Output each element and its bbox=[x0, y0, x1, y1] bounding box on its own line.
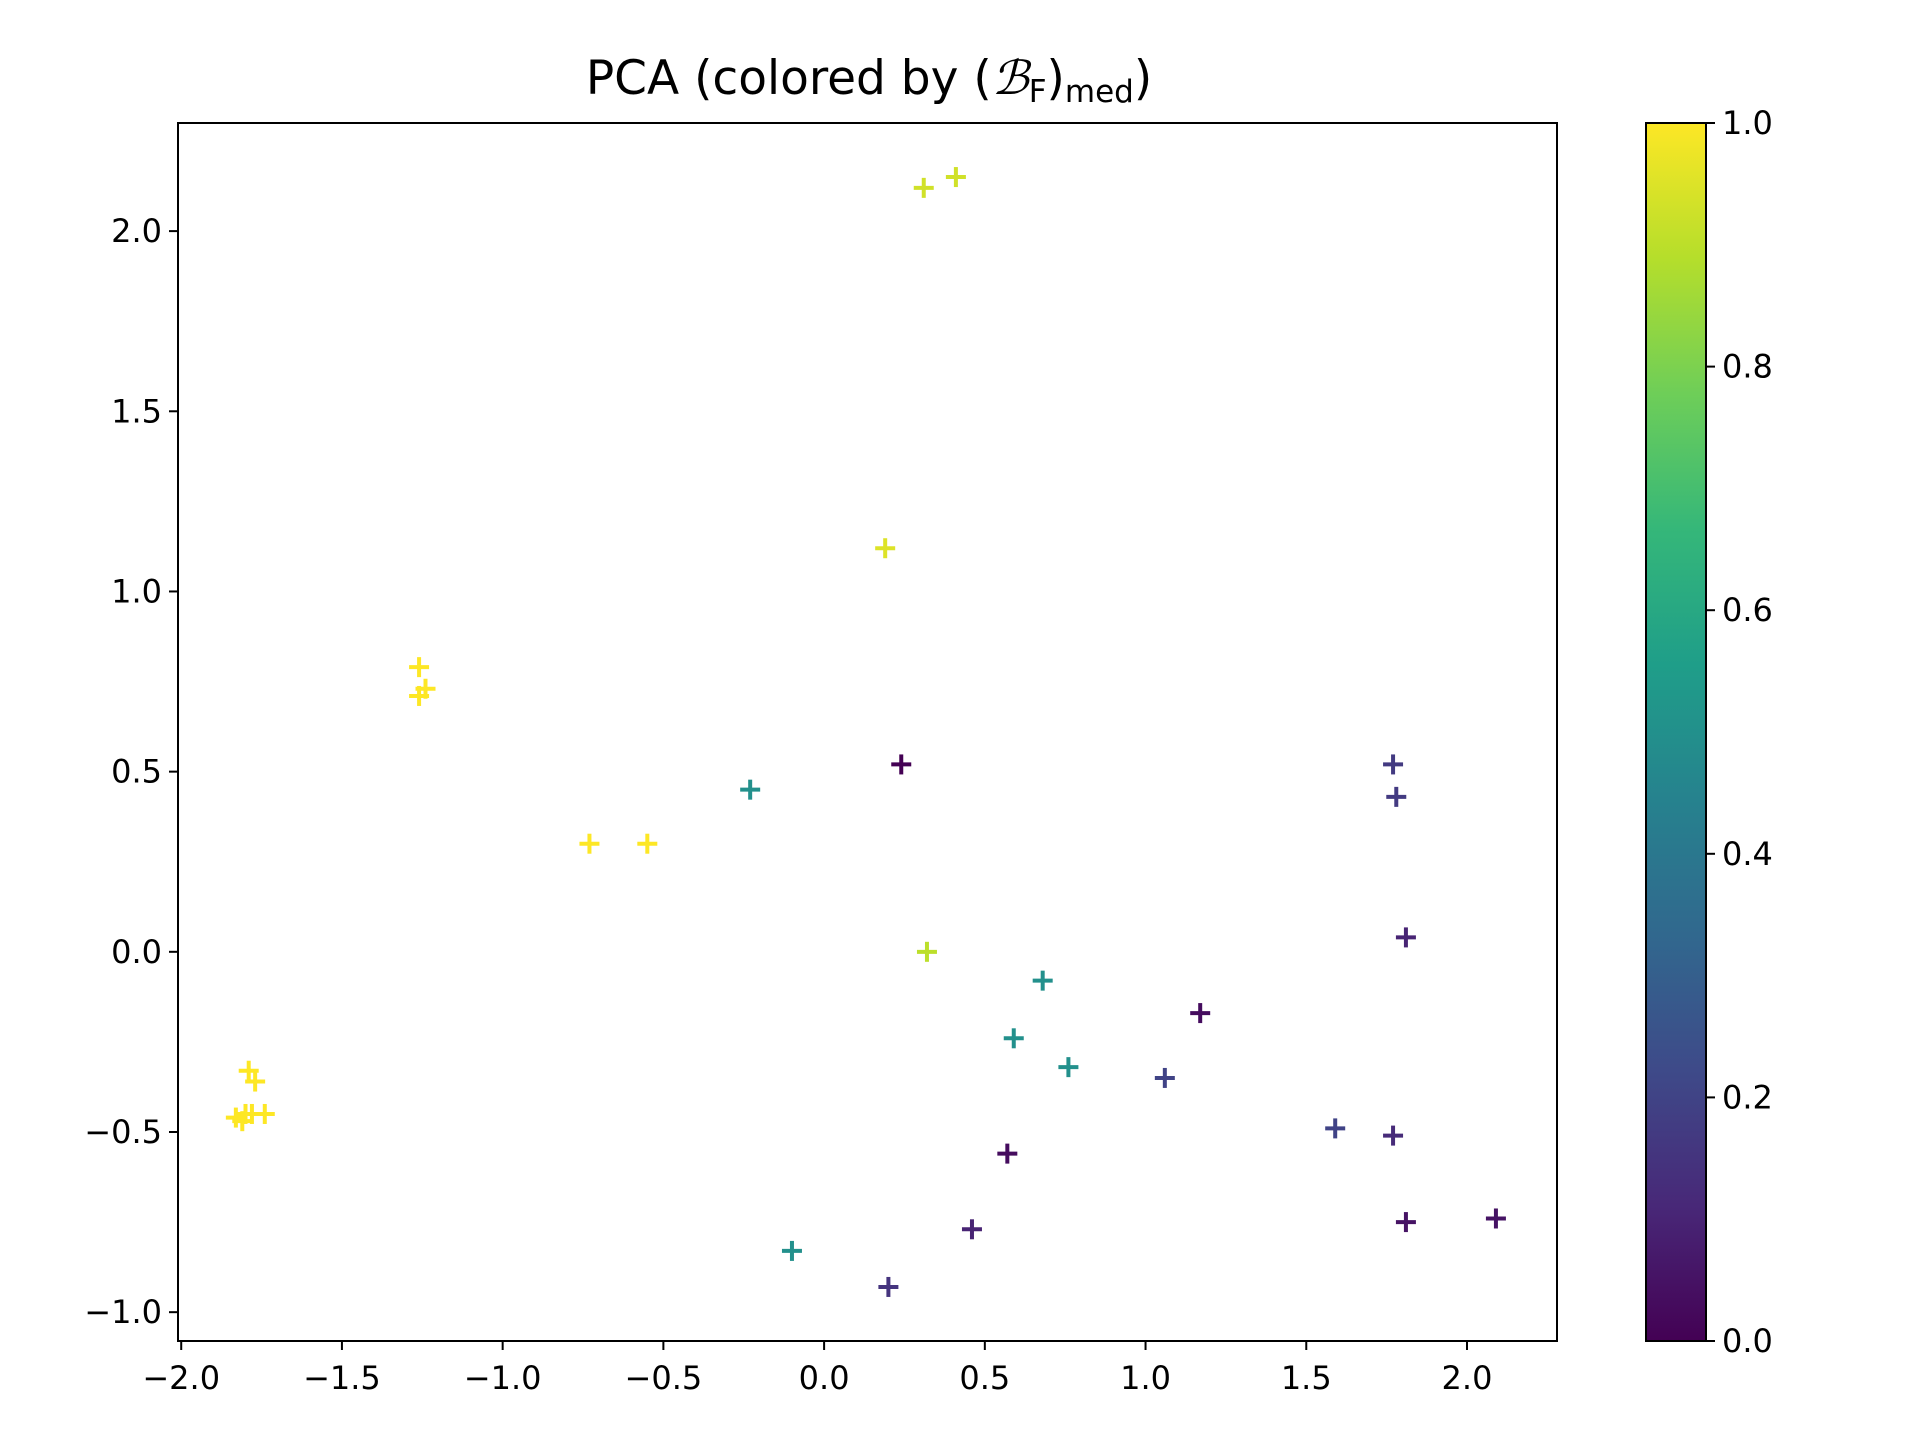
y-tick-label: 0.5 bbox=[111, 753, 162, 791]
scatter-point bbox=[1383, 754, 1404, 775]
x-tick-label: 1.5 bbox=[1281, 1359, 1332, 1397]
scatter-point bbox=[1485, 1208, 1506, 1229]
scatter-point bbox=[409, 657, 430, 678]
scatter-point bbox=[913, 177, 934, 198]
x-tick-label: −1.0 bbox=[464, 1359, 542, 1397]
y-tick-label: −1.0 bbox=[84, 1293, 162, 1331]
x-tick-label: 1.0 bbox=[1120, 1359, 1171, 1397]
scatter-point bbox=[945, 167, 966, 188]
scatter-point bbox=[1325, 1118, 1346, 1139]
chart-title: PCA (colored by (ℬF)med) bbox=[586, 51, 1152, 110]
scatter-point bbox=[891, 754, 912, 775]
scatter-point bbox=[916, 941, 937, 962]
scatter-point bbox=[245, 1071, 266, 1092]
scatter-point bbox=[997, 1143, 1018, 1164]
plot-frame bbox=[177, 122, 1558, 1342]
scatter-point bbox=[1395, 1212, 1416, 1233]
scatter-point bbox=[238, 1060, 259, 1081]
colorbar-tick-label: 0.6 bbox=[1722, 591, 1773, 629]
scatter-point bbox=[637, 833, 658, 854]
colorbar-tick-label: 0.8 bbox=[1722, 348, 1773, 386]
scatter-point bbox=[1190, 1003, 1211, 1024]
scatter-point bbox=[878, 1276, 899, 1297]
y-axis: −1.0 −0.5 0.0 0.5 1.0 1.5 2.0 bbox=[84, 212, 178, 1331]
x-tick-label: 2.0 bbox=[1442, 1359, 1493, 1397]
scatter-point bbox=[254, 1103, 275, 1124]
scatter-point bbox=[1395, 927, 1416, 948]
x-tick-label: −0.5 bbox=[625, 1359, 703, 1397]
scatter-point bbox=[1032, 970, 1053, 991]
scatter-point bbox=[1383, 1125, 1404, 1146]
scatter-point bbox=[781, 1240, 802, 1261]
colorbar-tick-label: 0.2 bbox=[1722, 1078, 1773, 1116]
plot-area: −2.0 −1.5 −1.0 −0.5 0.0 0.5 1.0 1.5 2.0 −1.0 −0.5… bbox=[84, 122, 1558, 1397]
colorbar-tick-label: 0.4 bbox=[1722, 835, 1773, 873]
scatter-point bbox=[1003, 1028, 1024, 1049]
colorbar-axis: 0.0 0.2 0.4 0.6 0.8 1.0 bbox=[1706, 104, 1773, 1360]
scatter-point bbox=[875, 538, 896, 559]
y-tick-label: 2.0 bbox=[111, 212, 162, 250]
scatter-point bbox=[961, 1219, 982, 1240]
x-tick-label: −1.5 bbox=[303, 1359, 381, 1397]
scatter-point bbox=[1058, 1057, 1079, 1078]
y-tick-label: 0.0 bbox=[111, 933, 162, 971]
title-symbol-subscript: F bbox=[1029, 74, 1047, 110]
scatter-point bbox=[1154, 1067, 1175, 1088]
y-tick-label: 1.5 bbox=[111, 392, 162, 430]
scatter-point bbox=[232, 1111, 253, 1132]
title-symbol: ℬ bbox=[992, 51, 1032, 106]
scatter-point bbox=[409, 685, 430, 706]
colorbar-tick-label: 0.0 bbox=[1722, 1322, 1773, 1360]
points-layer bbox=[225, 167, 1506, 1297]
colorbar-gradient bbox=[1645, 122, 1707, 1342]
scatter-point bbox=[1386, 786, 1407, 807]
scatter-point bbox=[579, 833, 600, 854]
x-tick-label: 0.5 bbox=[959, 1359, 1010, 1397]
x-axis: −2.0 −1.5 −1.0 −0.5 0.0 0.5 1.0 1.5 2.0 bbox=[142, 1341, 1492, 1397]
x-tick-label: 0.0 bbox=[799, 1359, 850, 1397]
title-subscript: med bbox=[1065, 74, 1134, 110]
colorbar-tick-label: 1.0 bbox=[1722, 104, 1773, 142]
y-tick-label: 1.0 bbox=[111, 572, 162, 610]
y-tick-label: −0.5 bbox=[84, 1113, 162, 1151]
x-tick-label: −2.0 bbox=[142, 1359, 220, 1397]
colorbar: 0.0 0.2 0.4 0.6 0.8 1.0 bbox=[1645, 104, 1773, 1360]
scatter-point bbox=[740, 779, 761, 800]
